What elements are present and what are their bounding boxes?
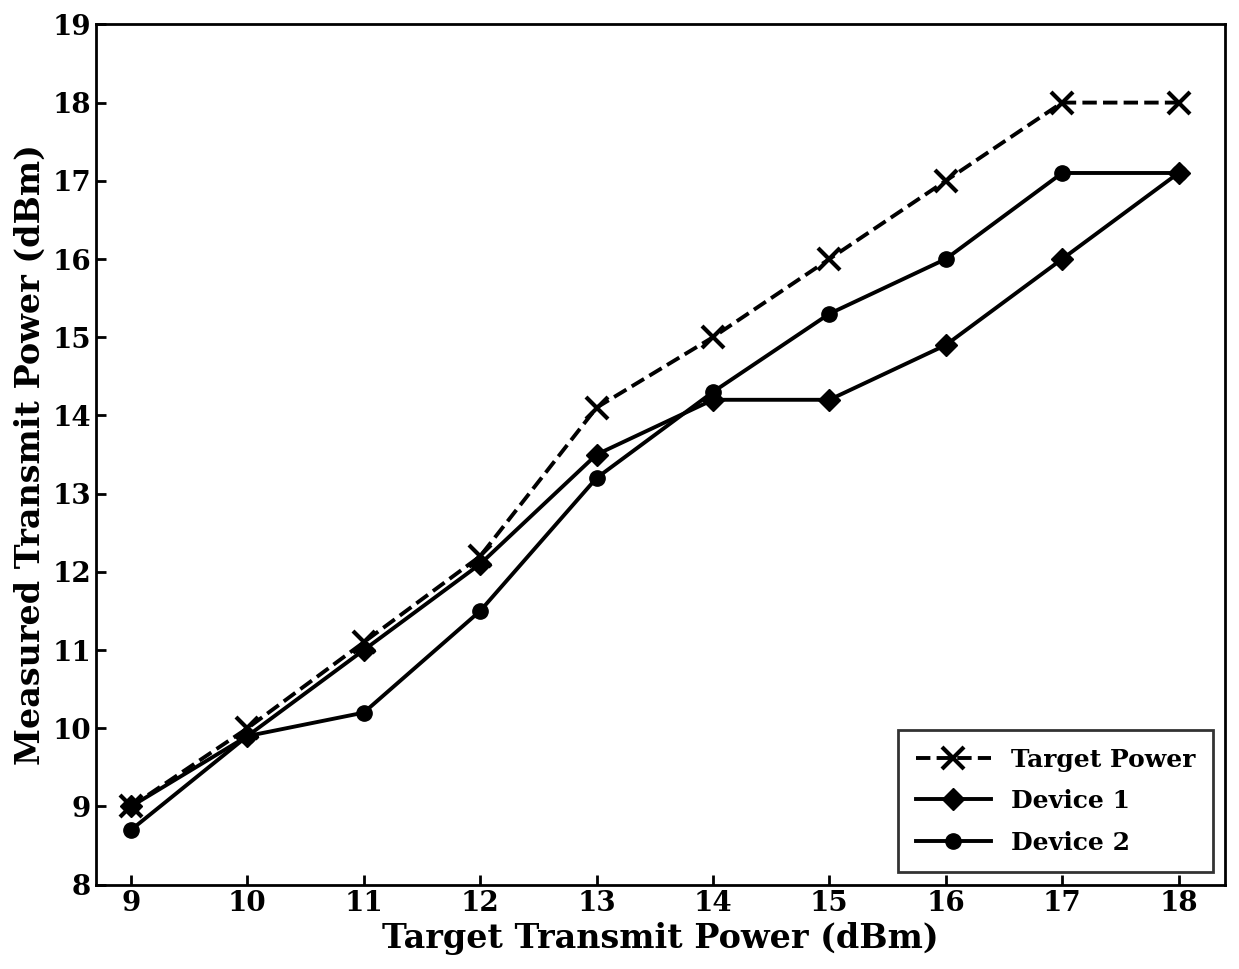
X-axis label: Target Transmit Power (dBm): Target Transmit Power (dBm) <box>383 922 939 955</box>
Device 1 <box>1054 253 1069 265</box>
Target Power <box>705 331 720 343</box>
Target Power <box>821 253 836 265</box>
Device 2 <box>938 253 953 265</box>
Device 1 <box>124 800 139 812</box>
Target Power <box>589 402 603 414</box>
Device 1 <box>1171 168 1186 179</box>
Y-axis label: Measured Transmit Power (dBm): Measured Transmit Power (dBm) <box>14 144 47 765</box>
Device 2 <box>1054 168 1069 179</box>
Device 1 <box>938 339 953 351</box>
Device 2 <box>589 472 603 484</box>
Device 2 <box>1171 168 1186 179</box>
Line: Device 1: Device 1 <box>124 166 1186 814</box>
Line: Device 2: Device 2 <box>124 166 1186 837</box>
Device 1 <box>357 644 372 656</box>
Line: Target Power: Target Power <box>120 91 1189 818</box>
Device 2 <box>240 731 255 742</box>
Legend: Target Power, Device 1, Device 2: Target Power, Device 1, Device 2 <box>898 731 1213 872</box>
Device 2 <box>821 308 836 320</box>
Target Power <box>124 800 139 812</box>
Device 1 <box>821 394 836 406</box>
Device 1 <box>589 449 603 460</box>
Target Power <box>240 723 255 735</box>
Target Power <box>938 175 953 187</box>
Device 1 <box>705 394 720 406</box>
Device 2 <box>357 706 372 718</box>
Device 2 <box>473 606 488 617</box>
Target Power <box>1171 97 1186 109</box>
Device 2 <box>124 824 139 835</box>
Target Power <box>357 637 372 648</box>
Target Power <box>473 550 488 562</box>
Device 2 <box>705 387 720 398</box>
Device 1 <box>473 558 488 570</box>
Device 1 <box>240 731 255 742</box>
Target Power <box>1054 97 1069 109</box>
